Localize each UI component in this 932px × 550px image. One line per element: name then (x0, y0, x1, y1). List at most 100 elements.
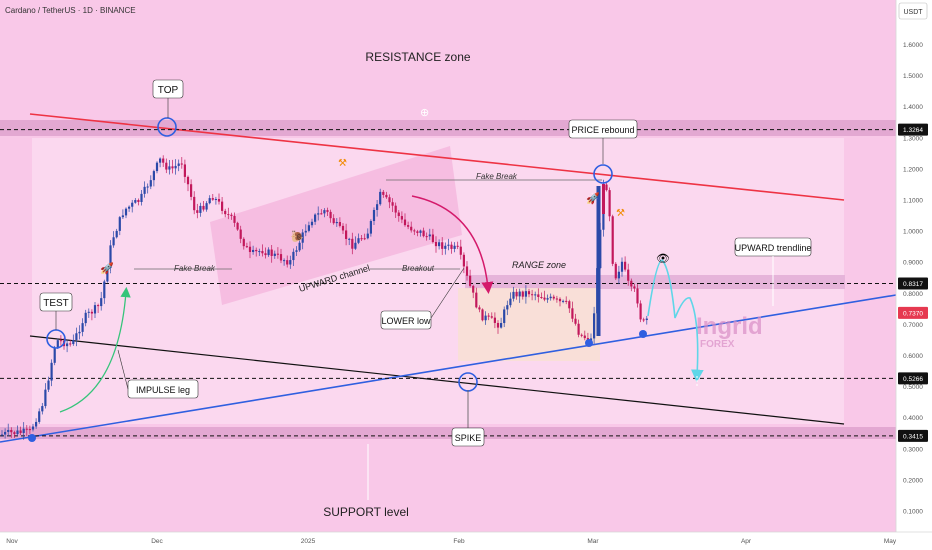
candle-body (128, 206, 131, 209)
price-tick-label: 1.5000 (903, 73, 923, 80)
time-axis[interactable] (0, 532, 932, 550)
candle-body (84, 312, 87, 324)
current-price-label: 0.7370 (903, 310, 923, 317)
candle-body (642, 319, 645, 321)
candle-body (233, 215, 236, 223)
candles (0, 155, 648, 440)
range-zone-box (458, 288, 600, 361)
candle-body (379, 191, 382, 205)
candle-body (199, 205, 202, 213)
candle-body (66, 343, 69, 347)
candle-body (558, 298, 562, 302)
descending-support-line (29, 335, 845, 425)
time-tick-label: Nov (6, 538, 18, 545)
impulse-arrow (59, 286, 131, 413)
candle-body (462, 254, 465, 267)
candle-body (431, 234, 434, 242)
candle-body (627, 269, 630, 281)
candle-body (273, 253, 276, 256)
candle-body (152, 171, 155, 181)
candle-body (87, 311, 90, 313)
candle-body (341, 225, 345, 231)
candle-body (149, 180, 152, 187)
candle-body (636, 288, 639, 304)
candle-body (112, 237, 115, 246)
candle-body (155, 162, 159, 172)
current-price-tag (898, 306, 928, 319)
start-dot (28, 434, 36, 442)
candle-body (137, 200, 140, 202)
candle-body (611, 216, 614, 264)
candle-body (267, 249, 270, 256)
candle-body (283, 260, 286, 262)
candle-body (413, 230, 416, 232)
candle-body (217, 198, 221, 202)
candle-body (202, 205, 205, 210)
fake-break-label-1: Fake Break (174, 264, 216, 273)
descending-resistance-line (29, 113, 845, 201)
level-tag-label: 0.5266 (903, 376, 923, 383)
candle-body (521, 291, 524, 297)
candle-body (407, 225, 410, 227)
candle-body (419, 230, 422, 233)
candle-body (400, 216, 403, 220)
candle-body (620, 261, 624, 272)
candle-body (230, 214, 233, 216)
svg-text:TOP: TOP (158, 85, 179, 96)
candle-body (38, 411, 41, 422)
candle-body (335, 222, 338, 224)
watermark-text: Ingrid (696, 313, 763, 340)
level-tag (898, 277, 928, 290)
price-tick-label: 1.0000 (903, 229, 923, 236)
candle-body (602, 184, 605, 214)
resistance-band (0, 120, 896, 136)
candle-body (162, 158, 165, 163)
candle-body (205, 203, 208, 210)
time-tick-label: Mar (587, 538, 599, 545)
candle-body (78, 331, 81, 334)
candle-body (496, 322, 500, 328)
candle-body (25, 428, 28, 430)
candle-body (245, 246, 248, 248)
candle-body (279, 254, 283, 261)
candle-body (115, 230, 118, 238)
level-tag-label: 0.3415 (903, 433, 923, 440)
candle-body (369, 221, 372, 234)
candle-body (534, 294, 537, 296)
candle-body (69, 343, 72, 345)
range-zone-label: RANGE zone (512, 260, 566, 270)
candle-body (531, 294, 534, 296)
candle-body (354, 242, 357, 249)
price-axis[interactable] (896, 0, 932, 550)
currency-box[interactable] (898, 2, 928, 20)
current-dot (639, 330, 647, 338)
candle-body (332, 218, 335, 224)
candle-body (589, 338, 593, 341)
candle-body (289, 260, 292, 265)
annotation-impulse: IMPULSE leg (117, 349, 199, 399)
annotation-spike: SPIKE (451, 427, 485, 447)
price-tick-label: 0.7000 (903, 322, 923, 329)
candle-body (617, 271, 620, 279)
candle-body (345, 230, 348, 239)
svg-text:IMPULSE leg: IMPULSE leg (136, 385, 190, 395)
candle-body (416, 231, 419, 233)
candle-body (549, 296, 552, 299)
candle-body (478, 307, 481, 310)
candle-body (239, 229, 242, 239)
candle-body (320, 213, 323, 215)
candle-body (106, 268, 109, 282)
range-top-band (465, 275, 845, 289)
breakout-label: Breakout (402, 264, 435, 273)
price-tick-label: 1.6000 (903, 42, 923, 49)
level-labels: 1.3264 0.8317 0.5266 0.3415 0.7370 (898, 123, 928, 442)
candle-body (93, 305, 97, 314)
candle-body (503, 309, 506, 324)
candle-body (298, 242, 301, 251)
candle-body (546, 298, 549, 300)
candle-body (50, 362, 53, 381)
candle-body (506, 305, 509, 310)
hammer-icon: ⚒ (338, 158, 347, 169)
